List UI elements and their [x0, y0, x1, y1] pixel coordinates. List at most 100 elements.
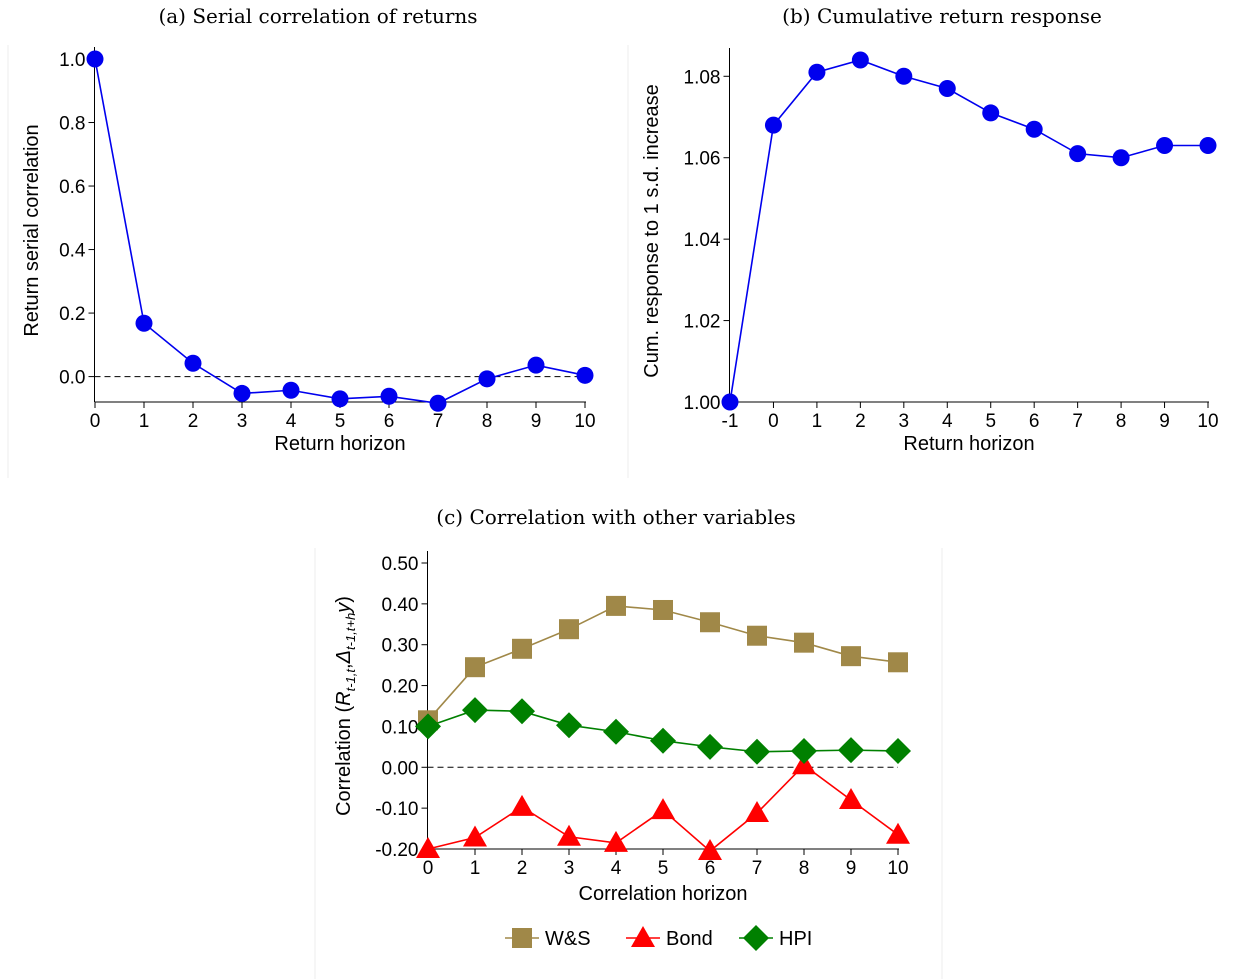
x-tick-label: 2	[188, 411, 199, 432]
y-tick-label: 0.10	[382, 717, 419, 738]
data-point	[478, 370, 496, 388]
x-tick-label: 3	[237, 411, 248, 432]
y-axis-label: Correlation (Rt-1,t,Δt-1,t+hy)	[333, 596, 358, 816]
series-line	[427, 605, 899, 721]
y-tick-label: 0.40	[382, 595, 419, 616]
data-point	[653, 599, 673, 620]
data-point	[604, 830, 628, 852]
x-tick-label: 0	[423, 858, 434, 879]
data-point	[747, 625, 767, 646]
y-tick-label: 0.6	[59, 177, 85, 198]
x-tick-label: 7	[1072, 411, 1083, 432]
x-tick-label: 3	[899, 411, 910, 432]
data-point	[415, 713, 441, 740]
data-point	[808, 63, 826, 81]
series-ws	[418, 595, 908, 731]
data-point	[465, 657, 485, 678]
panel-b-title: (b) Cumulative return response	[782, 4, 1102, 28]
x-tick-label: 9	[1159, 411, 1170, 432]
x-tick-label: 6	[705, 858, 716, 879]
panel-c-title: (c) Correlation with other variables	[436, 505, 796, 529]
data-point	[698, 839, 722, 861]
data-point	[86, 50, 104, 68]
x-tick-label: 6	[1029, 411, 1040, 432]
data-point	[794, 632, 814, 653]
data-point	[463, 825, 487, 847]
data-point	[331, 390, 349, 408]
data-point	[700, 612, 720, 633]
y-tick-label: 0.0	[59, 368, 85, 389]
data-point	[282, 381, 300, 399]
x-tick-label: 10	[574, 411, 595, 432]
y-tick-label: 0.2	[59, 304, 85, 325]
x-tick-label: 5	[335, 411, 346, 432]
x-tick-label: 3	[564, 858, 575, 879]
x-tick-label: 2	[855, 411, 866, 432]
x-tick-label: 1	[812, 411, 823, 432]
data-point	[888, 652, 908, 673]
data-point	[380, 387, 398, 405]
x-tick-label: 8	[1116, 411, 1127, 432]
data-point	[1069, 145, 1087, 163]
x-tick-label: 10	[887, 858, 908, 879]
data-point	[721, 393, 739, 411]
x-tick-label: -1	[722, 411, 739, 432]
legend-label: W&S	[545, 928, 591, 950]
y-axis-label-part: )	[333, 596, 355, 603]
data-point	[1112, 149, 1130, 167]
y-axis-label: Cum. response to 1 s.d. increase	[641, 84, 663, 377]
x-tick-label: 1	[470, 858, 481, 879]
x-tick-label: 9	[846, 858, 857, 879]
panel-b-plot: 1.00 1.02 1.04 1.06 1.08 -1 0 1 2 3 4 5 6 7 8 9 10 Return…	[641, 48, 1219, 455]
y-tick-label: -0.20	[375, 840, 418, 861]
data-point	[650, 727, 676, 754]
x-tick-label: 7	[433, 411, 444, 432]
data-point	[556, 712, 582, 739]
data-point	[416, 837, 440, 858]
y-tick-label: 1.02	[684, 312, 721, 333]
x-tick-label: 5	[985, 411, 996, 432]
x-tick-label: 5	[658, 858, 669, 879]
x-axis-label: Return horizon	[903, 433, 1034, 455]
data-point	[838, 737, 864, 764]
x-tick-label: 4	[286, 411, 297, 432]
x-tick-label: 7	[752, 858, 763, 879]
y-axis-label-part: t-1,t	[343, 668, 358, 692]
x-tick-label: 8	[799, 858, 810, 879]
x-tick-label: 6	[384, 411, 395, 432]
data-point	[791, 737, 817, 764]
x-tick-label: 0	[90, 411, 101, 432]
panel-c-plot: -0.20 -0.10 0.00 0.10 0.20 0.30 0.40 0.50 0 1 2 3 4 5…	[333, 551, 911, 905]
data-point	[1156, 137, 1174, 154]
x-tick-label: 4	[611, 858, 622, 879]
y-axis-label-part: Correlation (	[333, 706, 355, 816]
data-point	[509, 698, 535, 725]
data-point	[510, 794, 534, 816]
x-tick-label: 2	[517, 858, 528, 879]
y-axis-label-part: R	[333, 691, 355, 705]
series-hpi	[415, 697, 911, 765]
series-bond	[416, 753, 910, 861]
data-point	[764, 116, 782, 134]
y-tick-label: 0.20	[382, 677, 419, 698]
x-tick-label: 4	[942, 411, 953, 432]
data-point	[851, 51, 869, 69]
x-tick-label: 8	[482, 411, 493, 432]
data-point	[576, 366, 594, 384]
data-point	[429, 394, 447, 412]
data-point	[938, 80, 956, 97]
data-point	[745, 801, 769, 823]
data-point	[184, 354, 202, 372]
x-tick-label: 0	[768, 411, 779, 432]
data-point	[603, 718, 629, 745]
data-point	[697, 733, 723, 760]
panel-c-legend: W&S Bond HPI	[505, 925, 812, 951]
data-point	[512, 638, 532, 659]
data-point	[982, 104, 1000, 122]
data-point	[885, 737, 911, 764]
x-axis-label: Return horizon	[274, 433, 405, 455]
data-point	[886, 822, 910, 844]
legend-marker	[743, 925, 769, 951]
data-point	[233, 384, 251, 402]
